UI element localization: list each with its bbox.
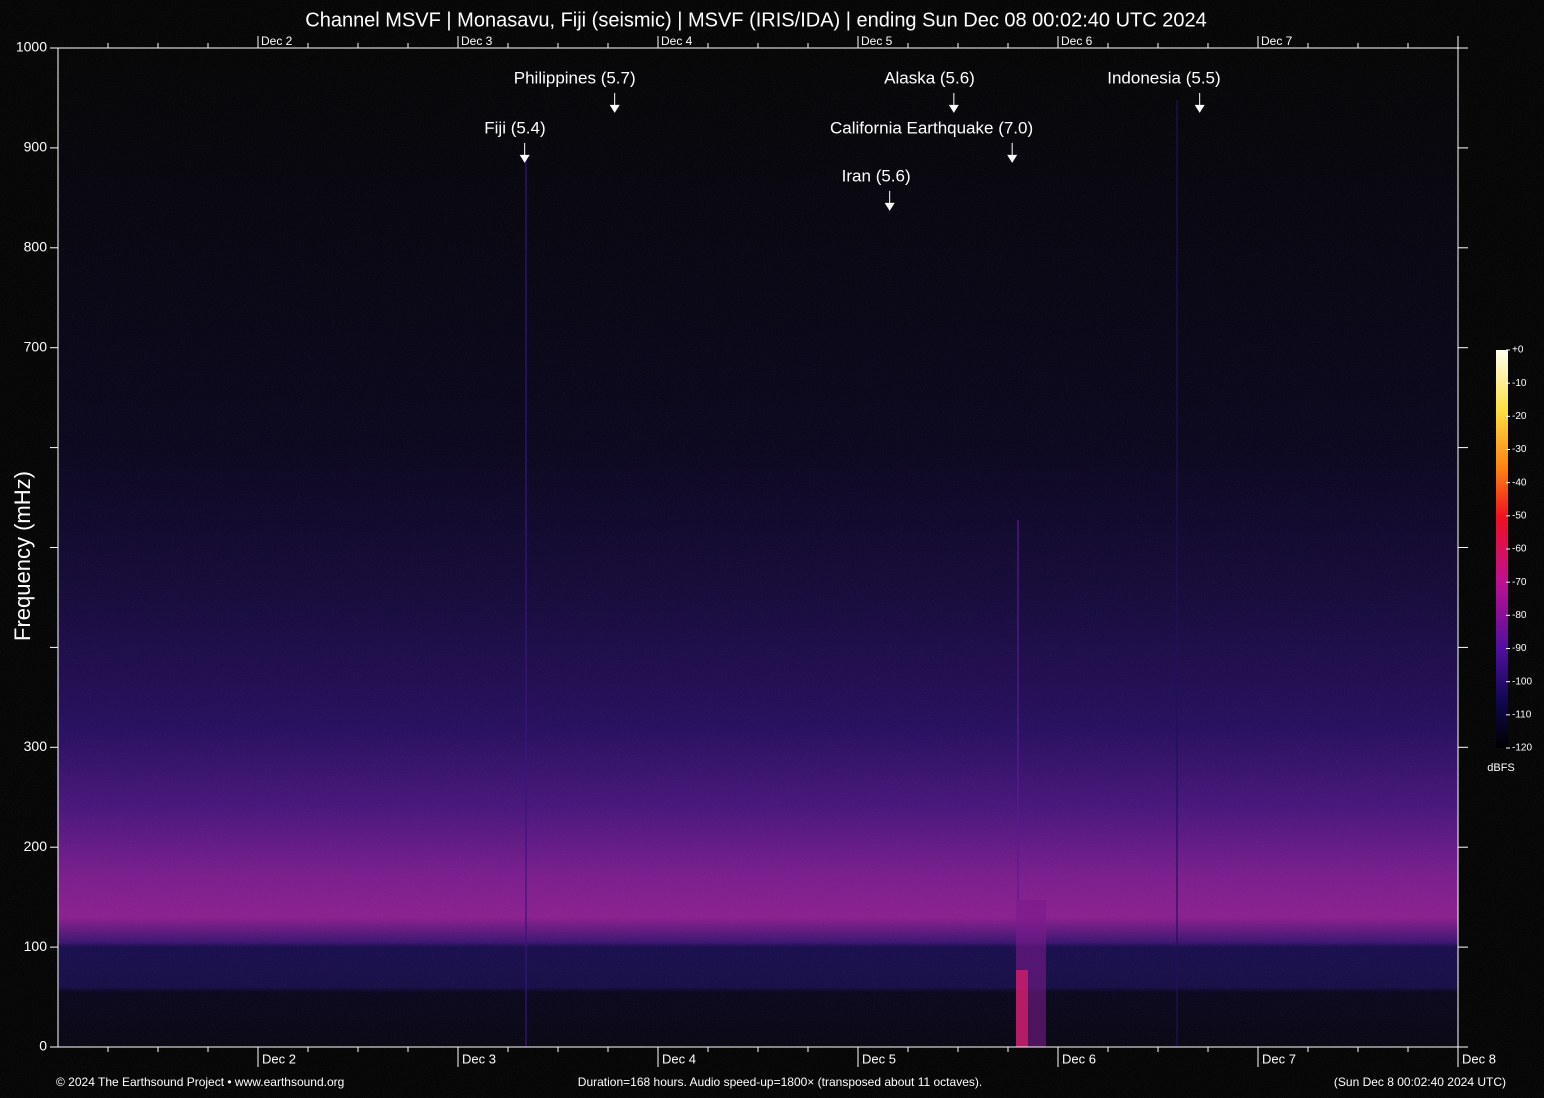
- annotation-arrow: [609, 104, 620, 113]
- y-tick-label: 300: [24, 738, 48, 754]
- x-tick-label: Dec 6: [1062, 1051, 1096, 1066]
- x-tick-label: Dec 5: [862, 1051, 896, 1066]
- annotation-label: Indonesia (5.5): [1107, 68, 1220, 87]
- annotation-label: Iran (5.6): [842, 166, 911, 185]
- x-tick-label: Dec 7: [1262, 1051, 1296, 1066]
- colorbar-tick-label: -70: [1512, 577, 1527, 588]
- colorbar: [1496, 350, 1508, 748]
- x-tick-label-top: Dec 6: [1061, 34, 1093, 48]
- x-tick-label: Dec 8: [1462, 1051, 1496, 1066]
- y-tick-label: 0: [39, 1038, 47, 1054]
- y-tick-label: 900: [24, 139, 48, 155]
- y-tick-label: 700: [24, 338, 48, 354]
- annotation-label: Alaska (5.6): [884, 68, 975, 87]
- footer-left: © 2024 The Earthsound Project • www.eart…: [56, 1075, 344, 1089]
- colorbar-tick-label: -100: [1512, 676, 1532, 687]
- quake-streak: [1017, 520, 1019, 900]
- chart-title: Channel MSVF | Monasavu, Fiji (seismic) …: [305, 9, 1207, 31]
- annotation-arrow: [1194, 104, 1205, 113]
- quake-streak: [1176, 100, 1178, 1047]
- colorbar-tick-label: -40: [1512, 477, 1527, 488]
- spectrogram-noise: [58, 48, 1458, 1047]
- colorbar-tick-label: -110: [1512, 709, 1532, 720]
- x-tick-label-top: Dec 4: [661, 34, 693, 48]
- quake-streak: [525, 160, 527, 1047]
- x-tick-label-top: Dec 3: [461, 34, 493, 48]
- x-tick-label-top: Dec 2: [261, 34, 293, 48]
- y-tick-label: 100: [24, 938, 48, 954]
- footer-right: (Sun Dec 8 00:02:40 2024 UTC): [1334, 1075, 1506, 1089]
- annotation-label: Philippines (5.7): [514, 68, 636, 87]
- colorbar-tick-label: -50: [1512, 510, 1527, 521]
- colorbar-tick-label: -90: [1512, 643, 1527, 654]
- annotation-label: California Earthquake (7.0): [830, 118, 1033, 137]
- colorbar-tick-label: -120: [1512, 743, 1532, 754]
- colorbar-tick-label: -20: [1512, 411, 1527, 422]
- annotation-arrow: [1007, 154, 1018, 163]
- y-tick-label: 1000: [16, 39, 47, 55]
- colorbar-tick-label: -30: [1512, 444, 1527, 455]
- x-tick-label-top: Dec 5: [861, 34, 893, 48]
- annotation-arrow: [519, 154, 530, 163]
- colorbar-tick-label: -60: [1512, 544, 1527, 555]
- quake-signal: [1016, 970, 1028, 1047]
- y-axis-label: Frequency (mHz): [10, 471, 35, 641]
- footer-center: Duration=168 hours. Audio speed-up=1800×…: [578, 1075, 982, 1089]
- y-tick-label: 800: [24, 239, 48, 255]
- annotation-arrow: [948, 104, 959, 113]
- x-tick-label: Dec 2: [262, 1051, 296, 1066]
- annotation-label: Fiji (5.4): [484, 118, 545, 137]
- x-tick-label: Dec 4: [662, 1051, 696, 1066]
- colorbar-tick-label: -10: [1512, 378, 1527, 389]
- x-tick-label: Dec 3: [462, 1051, 496, 1066]
- colorbar-tick-label: -80: [1512, 610, 1527, 621]
- colorbar-label: dBFS: [1487, 762, 1515, 774]
- x-tick-label-top: Dec 7: [1261, 34, 1293, 48]
- colorbar-tick-label: +0: [1512, 345, 1524, 356]
- y-tick-label: 200: [24, 838, 48, 854]
- annotation-arrow: [884, 202, 895, 211]
